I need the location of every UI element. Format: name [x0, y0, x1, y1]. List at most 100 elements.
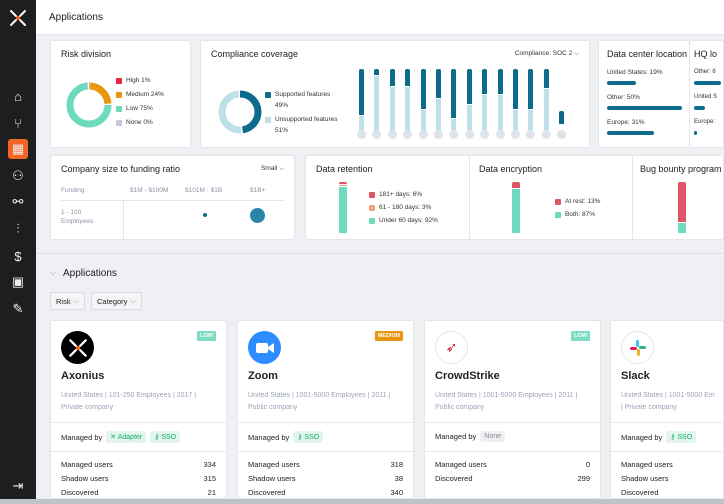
- risk-badge: LOW: [571, 331, 590, 341]
- sidebar: ⌂ ⑂ ▦ ⚇ ⚯ ⫶ $ ▣ ✎ ⇥: [0, 0, 36, 504]
- location-label: Other: 6: [694, 69, 716, 75]
- managed-by-tag[interactable]: ⚷ SSO: [293, 431, 324, 443]
- retention-legend-item: 181+ days: 6%: [369, 191, 422, 198]
- feature-category-icon[interactable]: [403, 130, 413, 139]
- size-selector[interactable]: Small ⌵: [261, 165, 284, 172]
- horizontal-scrollbar[interactable]: [0, 499, 724, 504]
- calendar-icon[interactable]: ▣: [11, 274, 25, 289]
- feature-bar: [543, 69, 549, 131]
- stat-row: Managed users 334: [61, 460, 216, 469]
- stat-label: Discovered: [621, 488, 659, 497]
- stat-value: 21: [207, 488, 216, 497]
- app-description: United States | 1001-5000 Employees | 20…: [248, 392, 391, 411]
- legend-label: Medium 24%: [126, 91, 164, 98]
- app-name: Zoom: [248, 370, 278, 382]
- billing-icon[interactable]: $: [14, 248, 22, 264]
- campaign-icon[interactable]: ✎: [12, 301, 24, 316]
- compliance-donut: [218, 90, 262, 134]
- stat-value: 0: [585, 460, 590, 469]
- location-bar: [607, 131, 654, 135]
- divider: [36, 253, 724, 254]
- location-label: Other: 50%: [607, 94, 640, 101]
- supported-pct: 49%: [275, 102, 289, 109]
- stat-label: Shadow users: [61, 474, 109, 483]
- zoom-logo: [248, 331, 281, 364]
- managed-by-tag[interactable]: ✕ Adapter: [106, 431, 147, 443]
- stack-segment: [512, 182, 520, 189]
- home-icon[interactable]: ⌂: [14, 88, 22, 104]
- feature-category-icon[interactable]: [449, 130, 459, 139]
- feature-category-icon[interactable]: [526, 130, 536, 139]
- tag-label: None: [484, 433, 502, 440]
- supported-fill: [513, 69, 518, 110]
- feature-bar: [374, 69, 380, 131]
- risk-filter[interactable]: Risk ⌵: [50, 292, 86, 310]
- feature-category-icon[interactable]: [418, 130, 428, 139]
- application-card[interactable]: LOW Axonius United States | 101-250 Empl…: [50, 320, 227, 499]
- managed-by-tag[interactable]: ⚷ SSO: [666, 431, 697, 443]
- users-icon[interactable]: ⚇: [12, 168, 24, 183]
- legend-label: Supported features: [275, 91, 331, 98]
- feature-category-icon[interactable]: [357, 130, 366, 139]
- logout-icon[interactable]: ⇥: [12, 478, 24, 493]
- swatch: [265, 116, 271, 123]
- stat-label: Shadow users: [248, 474, 296, 483]
- legend-label: None 0%: [126, 119, 153, 126]
- bubble: [250, 208, 265, 223]
- feature-category-icon[interactable]: [511, 130, 520, 139]
- retention-legend-item: 61 - 180 days: 3%: [369, 204, 431, 211]
- stat-row: Discovered 299: [435, 474, 590, 483]
- column-header: $1M - $100M: [130, 187, 169, 194]
- supported-fill: [528, 69, 534, 110]
- stat-row: Managed users 0: [435, 460, 590, 469]
- application-card[interactable]: ➶ LOW CrowdStrike United States | 1001-5…: [424, 320, 601, 499]
- stat-label: Managed users: [61, 460, 113, 469]
- managed-by-label: Managed by: [248, 432, 290, 442]
- legend-supported: Supported features: [265, 91, 330, 98]
- managed-by: Managed by ⚷ SSO: [248, 431, 324, 443]
- tag-label: SSO: [677, 434, 693, 441]
- retention-title: Data retention: [316, 164, 373, 174]
- app-description: United States | 1001-5000 Em | Private c…: [621, 392, 715, 411]
- compliance-selector-label: Compliance: SOC 2: [514, 50, 573, 57]
- encryption-title: Data encryption: [479, 164, 543, 174]
- category-filter[interactable]: Category ⌵: [91, 292, 143, 310]
- filter-label: Category: [97, 296, 128, 306]
- feature-category-icon[interactable]: [464, 130, 474, 139]
- applications-icon[interactable]: ▦: [8, 139, 28, 159]
- axonius-logo[interactable]: [8, 8, 28, 28]
- key-icon: ⚷: [154, 434, 160, 441]
- swatch: [116, 119, 122, 126]
- swatch: [265, 91, 271, 98]
- column-header: $1B+: [250, 187, 266, 194]
- feature-category-icon[interactable]: [557, 130, 567, 139]
- integrations-icon[interactable]: ⚯: [12, 194, 24, 209]
- feature-bar: [559, 111, 565, 125]
- branch-icon[interactable]: ⑂: [14, 115, 22, 131]
- sliders-icon[interactable]: ⫶: [16, 221, 20, 236]
- legend-label: 61 - 180 days: 3%: [379, 204, 432, 211]
- legend-label: Under 60 days: 92%: [379, 217, 438, 224]
- supported-fill: [559, 111, 565, 125]
- managed-by-tag[interactable]: ⚷ SSO: [150, 431, 181, 443]
- stat-value: 299: [577, 474, 590, 483]
- size-selector-label: Small: [261, 165, 278, 172]
- card-title: Compliance coverage: [211, 49, 299, 59]
- swatch: [369, 217, 375, 224]
- crowdstrike-logo: ➶: [435, 331, 468, 364]
- location-label: United S: [694, 94, 718, 100]
- application-card[interactable]: MEDIUM Zoom United States | 1001-5000 Em…: [237, 320, 414, 499]
- application-card[interactable]: Slack United States | 1001-5000 Em | Pri…: [610, 320, 724, 499]
- feature-category-icon[interactable]: [434, 130, 443, 139]
- compliance-selector[interactable]: Compliance: SOC 2 ⌵: [514, 50, 579, 57]
- feature-category-icon[interactable]: [372, 130, 382, 139]
- managed-by-tag[interactable]: None: [480, 431, 506, 442]
- feature-bar: [389, 69, 395, 131]
- feature-category-icon[interactable]: [541, 130, 551, 139]
- feature-category-icon[interactable]: [387, 130, 397, 139]
- donut-segment: [66, 82, 112, 128]
- feature-category-icon[interactable]: [480, 130, 490, 139]
- feature-category-icon[interactable]: [495, 130, 505, 139]
- supported-fill: [359, 69, 364, 116]
- collapse-chevron-icon[interactable]: ⌵: [50, 268, 57, 277]
